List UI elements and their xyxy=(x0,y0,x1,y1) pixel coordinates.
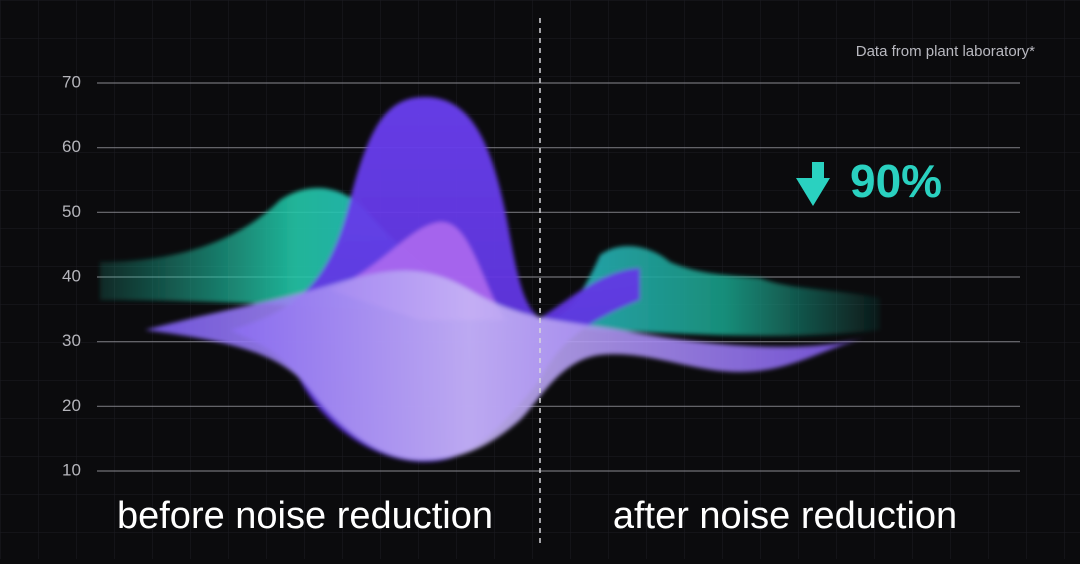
source-note: Data from plant laboratory* xyxy=(856,43,1035,60)
y-tick-label: 70 xyxy=(62,72,81,91)
down-arrow xyxy=(796,162,830,206)
y-tick-label: 10 xyxy=(62,460,81,479)
before-label: before noise reduction xyxy=(117,495,493,537)
y-tick-label: 40 xyxy=(62,266,81,285)
after-label: after noise reduction xyxy=(613,495,957,537)
y-tick-label: 20 xyxy=(62,396,81,415)
y-tick-label: 30 xyxy=(62,331,81,350)
lilac-wave xyxy=(145,270,865,460)
waves xyxy=(100,97,880,462)
y-tick-label: 60 xyxy=(62,137,81,156)
reduction-figure: 90% xyxy=(850,155,942,207)
y-tick-label: 50 xyxy=(62,202,81,221)
